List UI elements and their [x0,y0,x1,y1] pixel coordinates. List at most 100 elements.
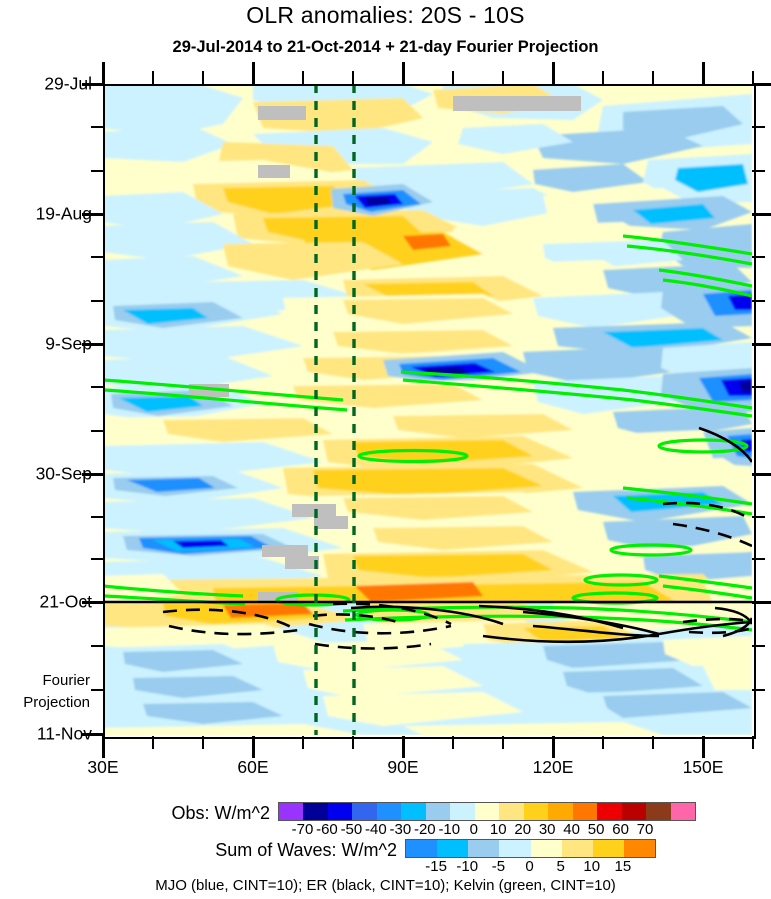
x-tick-label: 120E [532,757,574,777]
x-minor-tick-top [152,71,154,84]
y-minor-tick [91,645,104,647]
y-major-tick [82,213,104,216]
colorbar-band-2 [327,803,353,820]
fourier-projection-note-line2: Projection [23,694,90,711]
page-title: OLR anomalies: 20S - 10S [246,2,525,28]
y-tick-label: 11-Nov [36,723,92,744]
x-minor-tick [752,736,754,749]
colorbar-band-7 [450,803,475,820]
colorbar-band-3 [499,840,531,857]
colorbar-tick-label: -10 [438,821,461,838]
colorbar-band-14 [621,803,647,820]
x-minor-tick-top [652,71,654,84]
colorbar-tick-label: 30 [538,821,556,838]
y-tick-label: 19-Aug [35,203,92,224]
y-minor-tick [91,126,104,128]
colorbar-tick-label: 40 [563,821,580,838]
x-major-tick [102,736,105,758]
x-minor-tick [302,736,304,749]
y-minor-tick [91,170,104,172]
colorbar-band-10 [523,803,549,820]
y-tick-label: 29-Jul [44,73,92,94]
x-minor-tick-top [302,71,304,84]
y-major-tick-right [752,343,771,346]
y-axis: 29-Jul 19-Aug 9-Sep 30-Sep 21-Oct 11-Nov… [0,0,92,899]
colorbar-band-6 [592,840,624,857]
y-minor-tick-right [752,430,765,432]
colorbar-band-8 [474,803,500,820]
x-major-tick-top [252,62,255,84]
y-tick-label: 9-Sep [45,333,92,354]
waves-legend-label: Sum of Waves: W/m^2 [215,840,397,860]
y-major-tick-right [752,213,771,216]
colorbar-band-12 [572,803,598,820]
x-major-tick-top [102,62,105,84]
colorbar-tick-label: 0 [525,858,534,875]
x-major-tick [402,736,405,758]
x-minor-tick-top [352,71,354,84]
y-minor-tick [91,300,104,302]
x-tick-label: 30E [87,757,119,777]
colorbar-tick-label: 0 [469,821,478,838]
x-major-tick-top [702,62,705,84]
y-minor-tick [91,558,104,560]
sum-of-waves-colorbar [405,839,656,858]
y-minor-tick-right [752,256,765,258]
y-major-tick-right [752,473,771,476]
x-minor-tick [502,736,504,749]
colorbar-band-0 [279,803,304,820]
y-major-tick-right [752,83,771,86]
x-minor-tick [652,736,654,749]
x-major-tick-top [552,62,555,84]
colorbar-band-7 [623,840,655,857]
colorbar-tick-label: 10 [489,821,507,838]
y-tick-label: 30-Sep [35,463,92,484]
colorbar-band-15 [646,803,671,820]
y-major-tick [82,83,104,86]
y-minor-tick-right [752,170,765,172]
colorbar-tick-label: -50 [340,821,363,838]
colorbar-tick-label: -5 [491,858,506,875]
colorbar-tick-label: 70 [636,821,654,838]
colorbar-tick-label: -60 [316,821,338,838]
y-minor-tick [91,386,104,388]
x-minor-tick [352,736,354,749]
y-minor-tick-right [752,645,765,647]
obs-colorbar-ticks: -70 -60 -50 -40 -30 -20 -10 0 10 20 30 40 50 60 70 [278,821,694,838]
colorbar-band-16 [670,803,695,820]
colorbar-band-2 [468,840,500,857]
x-major-tick [552,736,555,758]
colorbar-band-11 [548,803,573,820]
y-major-tick [82,601,104,604]
colorbar-band-13 [597,803,622,820]
colorbar-tick-label: 50 [587,821,605,838]
y-minor-tick-right [752,126,765,128]
olr-anomaly-field [103,84,752,735]
colorbar-tick-label: 5 [556,858,565,875]
missing-data-blocks [189,96,581,603]
y-major-tick [82,473,104,476]
colorbar-tick-label: -70 [291,821,314,838]
wave-type-caption: MJO (blue, CINT=10); ER (black, CINT=10)… [155,877,616,894]
colorbar-band-5 [561,840,593,857]
y-minor-tick-right [752,689,765,691]
y-minor-tick-right [752,300,765,302]
er-wave-contours [162,426,752,650]
y-minor-tick [91,516,104,518]
colorbar-tick-label: 20 [514,821,532,838]
colorbar-band-4 [530,840,562,857]
colorbar-band-1 [437,840,469,857]
x-tick-label: 60E [237,757,269,777]
y-minor-tick-right [752,516,765,518]
x-minor-tick [452,736,454,749]
x-tick-label: 90E [387,757,419,777]
colorbar-tick-label: -10 [456,858,479,875]
colorbar-band-9 [499,803,524,820]
sum-of-waves-colorbar-ticks: -15 -10 -5 0 5 10 15 [405,858,654,875]
hovmoller-plot[interactable] [103,84,752,735]
x-major-tick [702,736,705,758]
x-minor-tick-top [502,71,504,84]
colorbar-band-6 [425,803,451,820]
y-minor-tick [91,689,104,691]
kelvin-wave-contours [103,234,752,632]
